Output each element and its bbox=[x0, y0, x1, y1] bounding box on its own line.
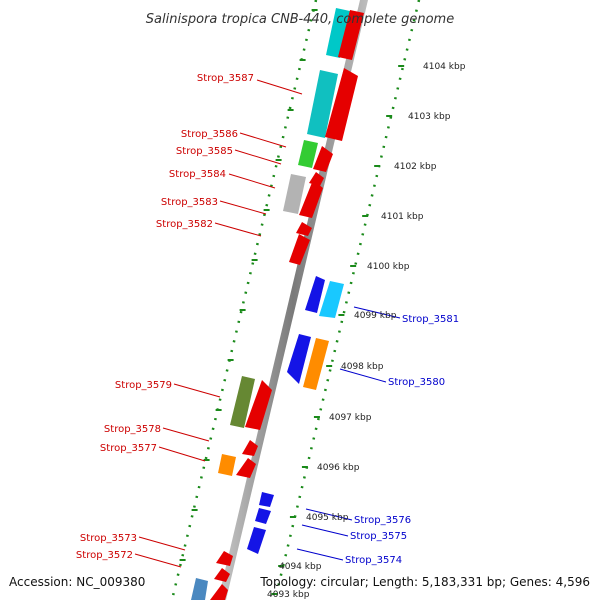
tick-labels: 4093 kbp 4094 kbp 4095 kbp 4096 kbp 4097… bbox=[267, 62, 466, 600]
gene-label: Strop_3583 bbox=[161, 197, 218, 208]
cds-feature bbox=[325, 68, 358, 141]
reverse-cds-feature bbox=[247, 527, 266, 554]
cds-feature bbox=[313, 146, 333, 172]
gene-label: Strop_3581 bbox=[402, 314, 459, 325]
tick-label: 4095 kbp bbox=[306, 513, 349, 523]
reverse-trna-feature bbox=[319, 281, 344, 318]
gene-label: Strop_3582 bbox=[156, 219, 213, 230]
gene-label: Strop_3587 bbox=[197, 73, 254, 84]
reverse-misc-feature bbox=[303, 338, 329, 390]
gene-label: Strop_3574 bbox=[345, 555, 402, 566]
cds-feature bbox=[216, 551, 233, 566]
gene-label: Strop_3573 bbox=[80, 533, 137, 544]
cds-feature bbox=[242, 440, 258, 456]
tick-label: 4102 kbp bbox=[394, 162, 437, 172]
rrna-feature bbox=[298, 140, 318, 168]
tick-label: 4101 kbp bbox=[381, 212, 424, 222]
cds-feature bbox=[289, 234, 310, 265]
gene-labels: Strop_3587 Strop_3586 Strop_3585 Strop_3… bbox=[76, 73, 459, 566]
cds-feature bbox=[296, 222, 312, 236]
tick-label: 4100 kbp bbox=[367, 262, 410, 272]
tick-label: 4097 kbp bbox=[329, 413, 372, 423]
forward-orange-feature bbox=[218, 454, 236, 476]
reverse-cds-feature bbox=[259, 492, 274, 507]
tick-label: 4093 kbp bbox=[267, 590, 310, 600]
cds-feature bbox=[299, 180, 323, 218]
reverse-features bbox=[247, 276, 344, 554]
cds-feature bbox=[245, 380, 272, 430]
gene-label: Strop_3586 bbox=[181, 129, 238, 140]
cds-feature bbox=[338, 10, 364, 60]
map-title: Salinispora tropica CNB-440, complete ge… bbox=[146, 12, 454, 27]
reverse-cds-feature bbox=[255, 508, 271, 524]
gene-label: Strop_3577 bbox=[100, 443, 157, 454]
gene-label: Strop_3572 bbox=[76, 550, 133, 561]
gene-label: Strop_3579 bbox=[115, 380, 172, 391]
cds-feature bbox=[214, 568, 230, 582]
reverse-cds-feature bbox=[287, 334, 311, 384]
gene-label: Strop_3584 bbox=[169, 169, 226, 180]
forward-features bbox=[191, 8, 364, 600]
label-leaders bbox=[134, 79, 401, 568]
gene-label: Strop_3585 bbox=[176, 146, 233, 157]
forward-other-feature bbox=[230, 376, 255, 428]
gene-label: Strop_3580 bbox=[388, 377, 445, 388]
major-ticks bbox=[179, 9, 405, 595]
tick-label: 4098 kbp bbox=[341, 362, 384, 372]
reverse-cds-feature bbox=[305, 276, 325, 313]
forward-steel-feature bbox=[191, 578, 208, 600]
tick-label: 4103 kbp bbox=[408, 112, 451, 122]
cds-feature bbox=[326, 8, 350, 58]
topology-text: Topology: circular; Length: 5,183,331 bp… bbox=[259, 575, 590, 589]
cds-feature bbox=[210, 584, 228, 600]
tick-label: 4096 kbp bbox=[317, 463, 360, 473]
misc-feature bbox=[283, 174, 306, 214]
cds-feature bbox=[236, 458, 256, 478]
tick-label: 4094 kbp bbox=[279, 562, 322, 572]
gene-label: Strop_3576 bbox=[354, 515, 411, 526]
tick-label: 4099 kbp bbox=[354, 311, 397, 321]
accession-text: Accession: NC_009380 bbox=[9, 575, 145, 589]
tick-label: 4104 kbp bbox=[423, 62, 466, 72]
trna-feature bbox=[307, 70, 338, 138]
gene-label: Strop_3575 bbox=[350, 531, 407, 542]
gene-label: Strop_3578 bbox=[104, 424, 161, 435]
